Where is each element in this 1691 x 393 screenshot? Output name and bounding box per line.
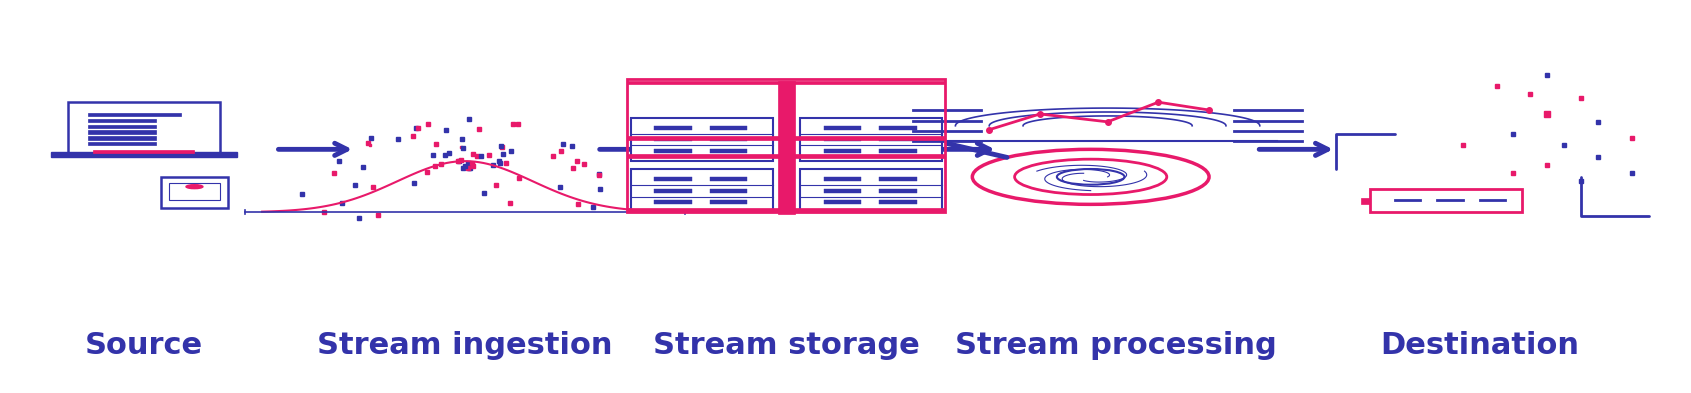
Bar xyxy=(88,130,156,134)
Bar xyxy=(88,142,156,145)
Bar xyxy=(654,149,692,153)
Bar xyxy=(879,200,917,204)
Bar xyxy=(824,177,861,181)
Bar xyxy=(824,138,861,141)
Bar xyxy=(654,189,692,193)
Bar xyxy=(824,126,861,130)
Bar xyxy=(710,177,747,181)
Text: Destination: Destination xyxy=(1380,331,1579,360)
Text: Stream ingestion: Stream ingestion xyxy=(318,331,612,360)
Bar xyxy=(710,138,747,141)
Bar xyxy=(161,177,228,208)
Bar xyxy=(710,149,747,153)
Bar xyxy=(879,189,917,193)
Bar xyxy=(88,119,156,122)
Bar xyxy=(654,126,692,130)
Bar xyxy=(879,177,917,181)
Text: Stream processing: Stream processing xyxy=(955,331,1277,360)
Bar xyxy=(654,200,692,204)
Text: Source: Source xyxy=(85,331,203,360)
Bar xyxy=(627,154,945,158)
Bar xyxy=(800,169,942,212)
Bar xyxy=(68,102,220,153)
Bar xyxy=(710,200,747,204)
Circle shape xyxy=(186,185,203,189)
Bar xyxy=(1361,198,1387,204)
Bar xyxy=(879,126,917,130)
Bar xyxy=(627,208,945,212)
Bar xyxy=(88,125,156,128)
Bar xyxy=(879,138,917,141)
Bar xyxy=(88,113,181,116)
Bar xyxy=(627,81,945,84)
Bar xyxy=(631,169,773,212)
Bar xyxy=(654,177,692,181)
Bar xyxy=(824,149,861,153)
Bar xyxy=(710,189,747,193)
Bar xyxy=(169,183,220,200)
Bar xyxy=(824,200,861,204)
Bar xyxy=(88,136,156,140)
Bar xyxy=(710,126,747,130)
Bar xyxy=(879,149,917,153)
Text: Stream storage: Stream storage xyxy=(653,331,920,360)
Bar xyxy=(51,152,237,157)
Bar xyxy=(1370,189,1522,212)
Bar xyxy=(778,81,795,214)
Bar xyxy=(93,150,194,153)
Bar xyxy=(654,138,692,141)
Bar xyxy=(627,136,945,140)
Bar xyxy=(824,189,861,193)
Bar xyxy=(627,79,945,212)
Bar xyxy=(800,118,942,161)
Circle shape xyxy=(972,149,1209,204)
Bar xyxy=(631,118,773,161)
